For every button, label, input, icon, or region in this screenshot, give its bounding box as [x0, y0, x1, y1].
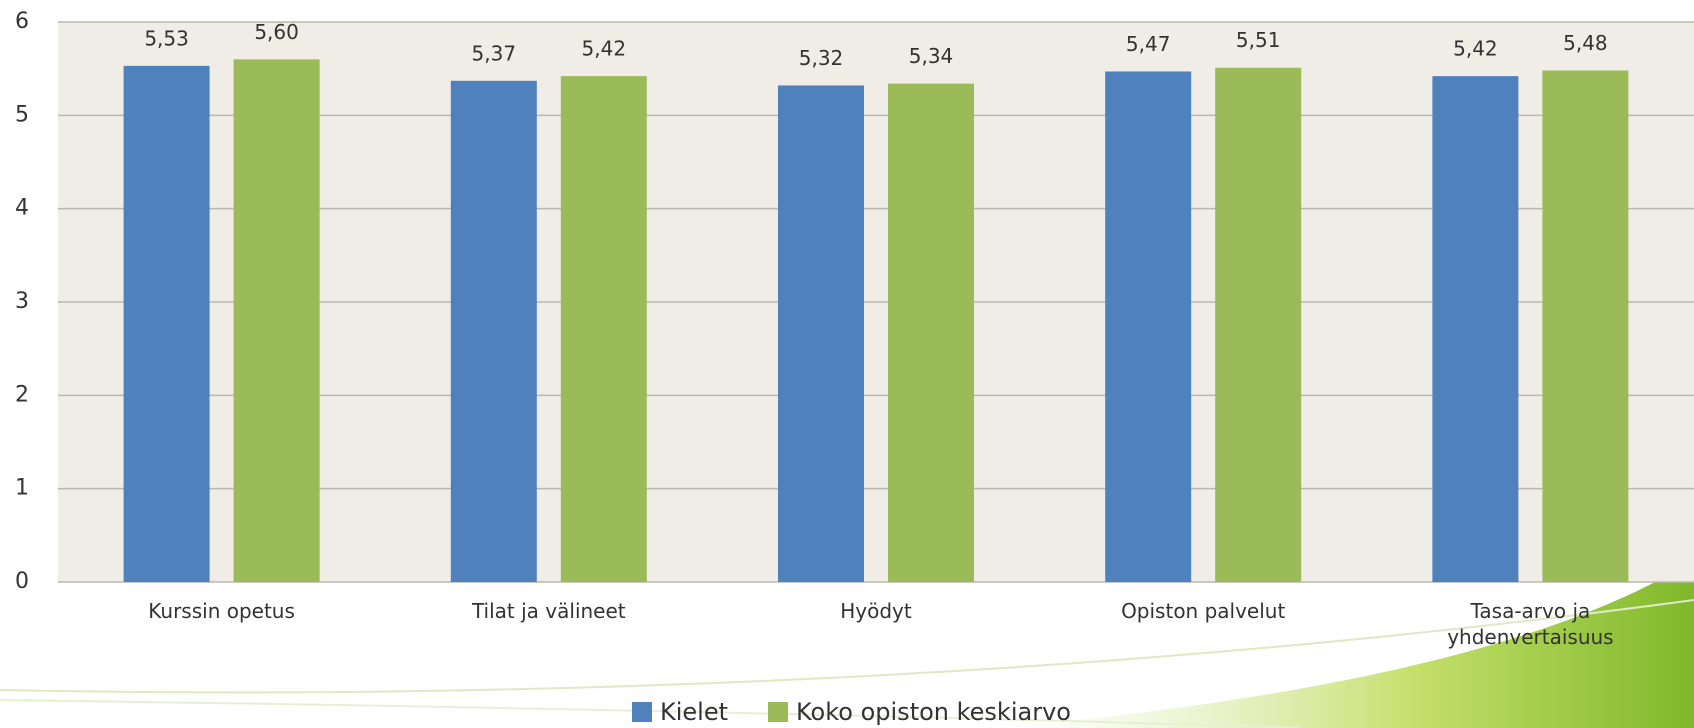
y-tick-label: 3	[15, 289, 29, 314]
bar	[1542, 71, 1628, 582]
x-tick-label: Tilat ja välineet	[459, 598, 639, 624]
legend-swatch	[768, 702, 788, 722]
bar	[234, 59, 320, 582]
y-tick-label: 2	[15, 382, 29, 407]
bar	[1432, 76, 1518, 582]
legend-swatch	[632, 702, 652, 722]
bar	[561, 76, 647, 582]
value-label: 5,48	[1563, 31, 1608, 55]
value-label: 5,47	[1126, 32, 1171, 56]
legend-label: Kielet	[660, 698, 728, 726]
bar	[124, 66, 210, 582]
bar	[1105, 71, 1191, 582]
value-label: 5,32	[799, 46, 844, 70]
y-tick-label: 0	[15, 569, 29, 594]
value-label: 5,53	[144, 26, 189, 50]
value-label: 5,42	[1453, 37, 1498, 61]
legend-label: Koko opiston keskiarvo	[796, 698, 1071, 726]
y-tick-label: 1	[15, 476, 29, 501]
y-tick-label: 5	[15, 102, 29, 127]
bar	[1215, 68, 1301, 582]
y-tick-label: 6	[15, 9, 29, 34]
x-tick-label: Hyödyt	[786, 598, 966, 624]
bar	[778, 85, 864, 582]
value-label: 5,60	[254, 20, 299, 44]
value-label: 5,34	[909, 44, 954, 68]
x-tick-label: Opiston palvelut	[1113, 598, 1293, 624]
x-tick-label: Tasa-arvo ja yhdenvertaisuus	[1440, 598, 1620, 650]
bar	[888, 84, 974, 582]
page: 0 1 2 3 4 5 6 5,53 5,60 5,37 5,42 5,32 5,34 5,47 5,51 5…	[0, 0, 1694, 728]
value-label: 5,42	[582, 37, 627, 61]
y-tick-label: 4	[15, 196, 29, 221]
bar	[451, 81, 537, 582]
x-tick-label: Kurssin opetus	[132, 598, 312, 624]
value-label: 5,37	[472, 41, 517, 65]
value-label: 5,51	[1236, 28, 1281, 52]
